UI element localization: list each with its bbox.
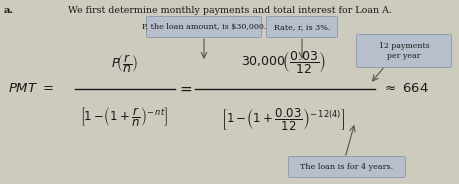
Text: Rate, r, is 3%.: Rate, r, is 3%. [274, 23, 330, 31]
Text: P, the loan amount, is $30,000.: P, the loan amount, is $30,000. [142, 23, 266, 31]
Text: $\!\left[1-\!\left(1+\dfrac{r}{n}\right)^{\!-nt}\right]$: $\!\left[1-\!\left(1+\dfrac{r}{n}\right)… [81, 105, 168, 128]
Text: a.: a. [4, 6, 14, 15]
FancyBboxPatch shape [289, 157, 405, 178]
Text: $=$: $=$ [177, 82, 193, 96]
Text: We first determine monthly payments and total interest for Loan A.: We first determine monthly payments and … [68, 6, 392, 15]
FancyBboxPatch shape [267, 17, 337, 38]
Text: $\approx\ 664$: $\approx\ 664$ [382, 82, 429, 95]
FancyBboxPatch shape [357, 35, 452, 68]
Text: 12 payments
per year: 12 payments per year [379, 42, 429, 60]
Text: The loan is for 4 years.: The loan is for 4 years. [301, 163, 393, 171]
Text: $PMT\ =$: $PMT\ =$ [8, 82, 54, 95]
FancyBboxPatch shape [146, 17, 262, 38]
Text: $\left[1-\!\left(1+\dfrac{0.03}{12}\right)^{\!-12(4)}\right]$: $\left[1-\!\left(1+\dfrac{0.03}{12}\righ… [221, 106, 345, 132]
Text: $30{,}000\!\left(\dfrac{0.03}{12}\right)$: $30{,}000\!\left(\dfrac{0.03}{12}\right)… [241, 49, 325, 75]
Text: $P\!\left(\dfrac{r}{n}\right)$: $P\!\left(\dfrac{r}{n}\right)$ [112, 53, 139, 75]
